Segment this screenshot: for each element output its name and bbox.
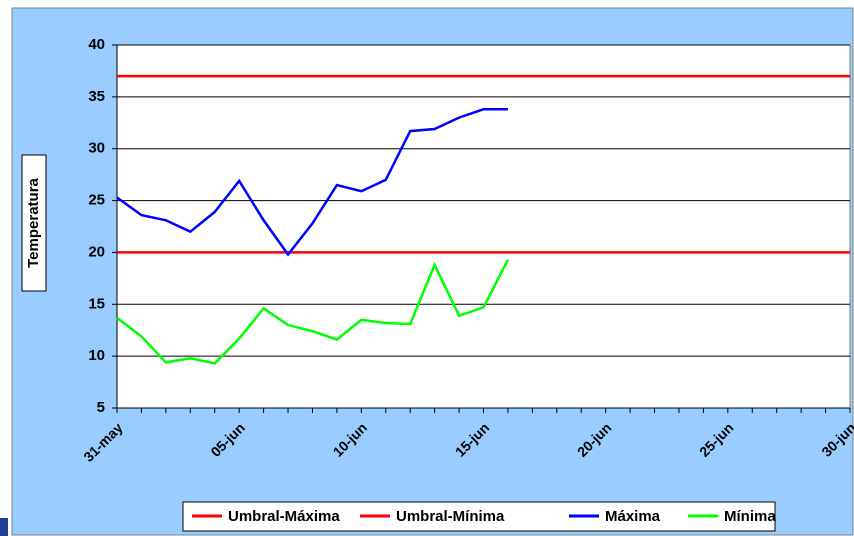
y-label-box: [21, 154, 47, 292]
y-tick-label: 5: [97, 399, 105, 416]
corner-block: [0, 518, 8, 536]
y-axis-label: Temperatura: [25, 177, 42, 267]
y-tick-label: 30: [88, 140, 105, 157]
plot-area: [116, 44, 851, 409]
legend-label: Mínima: [724, 508, 776, 525]
legend-label: Umbral-Mínima: [396, 508, 505, 525]
y-tick-label: 10: [88, 347, 105, 364]
series-line: [116, 259, 510, 365]
y-tick-label: 25: [88, 192, 105, 209]
legend-box: [182, 501, 776, 532]
y-tick-label: 40: [88, 36, 105, 53]
series-line: [116, 108, 508, 257]
y-tick-label: 35: [88, 88, 105, 105]
legend-label: Umbral-Máxima: [228, 508, 340, 525]
legend-label: Máxima: [605, 508, 661, 525]
y-tick-label: 20: [88, 243, 105, 260]
y-tick-label: 15: [88, 295, 105, 312]
